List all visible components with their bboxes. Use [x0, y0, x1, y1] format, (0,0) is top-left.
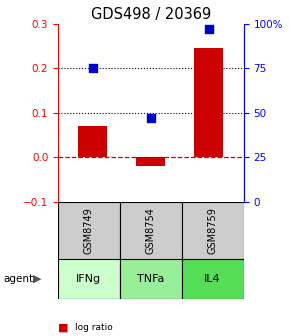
Point: [90, 65, 95, 71]
Text: TNFa: TNFa: [137, 274, 164, 284]
Bar: [120, 259, 182, 299]
Text: IL4: IL4: [204, 274, 221, 284]
Text: GSM8759: GSM8759: [208, 207, 218, 254]
Text: ▶: ▶: [33, 274, 42, 284]
Bar: [182, 259, 244, 299]
Bar: [120, 202, 182, 259]
Bar: [78, 126, 107, 157]
Point: [206, 26, 211, 32]
Point: [148, 115, 153, 121]
Text: log ratio: log ratio: [75, 323, 113, 332]
Bar: [58, 259, 120, 299]
Title: GDS498 / 20369: GDS498 / 20369: [91, 7, 211, 23]
Text: IFNg: IFNg: [76, 274, 102, 284]
Text: GSM8754: GSM8754: [146, 207, 156, 254]
Bar: [136, 157, 165, 166]
Bar: [58, 202, 120, 259]
Text: GSM8749: GSM8749: [84, 207, 94, 254]
Text: ■: ■: [58, 323, 68, 333]
Bar: [194, 48, 223, 157]
Text: agent: agent: [3, 274, 33, 284]
Bar: [182, 202, 244, 259]
